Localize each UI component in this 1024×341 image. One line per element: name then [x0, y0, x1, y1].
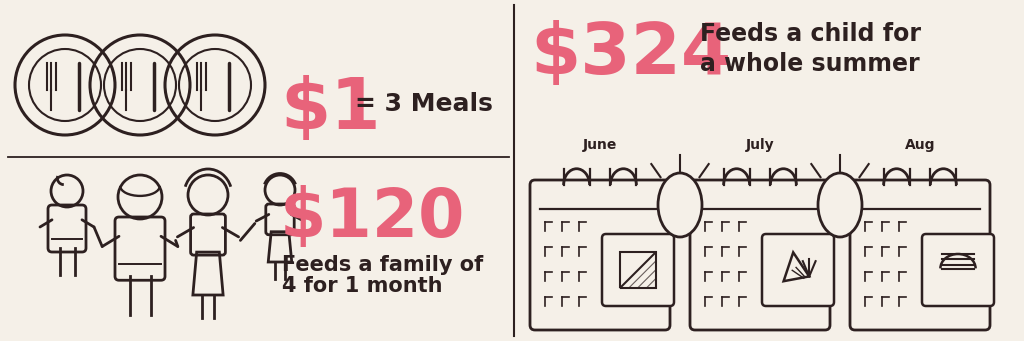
- FancyBboxPatch shape: [602, 234, 674, 306]
- FancyBboxPatch shape: [922, 234, 994, 306]
- Ellipse shape: [818, 173, 862, 237]
- Text: Feeds a family of: Feeds a family of: [282, 255, 483, 275]
- Text: June: June: [583, 138, 617, 152]
- Text: $1: $1: [280, 75, 381, 144]
- Text: $120: $120: [280, 185, 466, 251]
- Text: 4 for 1 month: 4 for 1 month: [282, 276, 442, 296]
- Ellipse shape: [658, 173, 702, 237]
- Text: a whole summer: a whole summer: [700, 52, 920, 76]
- Text: Aug: Aug: [905, 138, 935, 152]
- Text: $324: $324: [530, 20, 731, 89]
- FancyBboxPatch shape: [762, 234, 834, 306]
- FancyBboxPatch shape: [850, 180, 990, 330]
- FancyBboxPatch shape: [530, 180, 670, 330]
- FancyBboxPatch shape: [690, 180, 830, 330]
- Text: = 3 Meals: = 3 Meals: [355, 92, 493, 116]
- Text: Feeds a child for: Feeds a child for: [700, 22, 921, 46]
- Text: July: July: [745, 138, 774, 152]
